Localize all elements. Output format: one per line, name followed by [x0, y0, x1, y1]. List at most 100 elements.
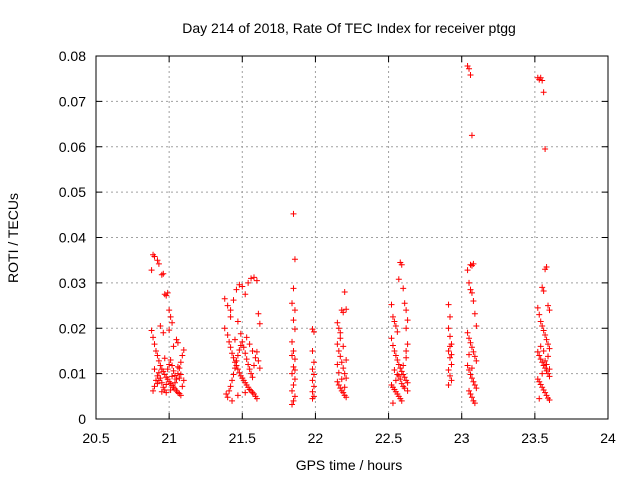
data-point — [163, 389, 170, 396]
data-point — [403, 347, 410, 354]
data-point — [289, 370, 296, 377]
data-point — [536, 395, 543, 402]
data-point — [395, 276, 402, 283]
tick-labels: 20.5 21 21.5 22 22.5 23 23.5 24 0 0.01 0.02 0.03 0.0… — [59, 48, 616, 446]
data-point — [155, 369, 162, 376]
data-point — [471, 381, 478, 388]
data-point — [335, 369, 342, 376]
data-point — [179, 352, 186, 359]
y-tick-label: 0.07 — [59, 93, 86, 109]
data-point — [536, 352, 543, 359]
y-tick-label: 0 — [78, 411, 86, 427]
data-point — [397, 365, 404, 372]
x-tick-label: 23 — [454, 430, 470, 446]
data-point — [539, 384, 546, 391]
data-point — [173, 376, 180, 383]
data-point — [388, 301, 395, 308]
data-point — [389, 400, 396, 407]
data-point — [471, 400, 478, 407]
data-point — [164, 289, 171, 296]
data-point — [401, 300, 408, 307]
data-point — [164, 376, 171, 383]
data-point — [290, 381, 297, 388]
data-point — [242, 291, 249, 298]
data-point — [243, 334, 250, 341]
data-point — [290, 347, 297, 354]
data-point — [174, 370, 181, 377]
data-point — [334, 378, 341, 385]
data-point — [230, 371, 237, 378]
data-point — [334, 341, 341, 348]
data-point — [224, 332, 231, 339]
data-point — [395, 361, 402, 368]
data-point — [289, 352, 296, 359]
data-point — [447, 343, 454, 350]
data-point — [160, 329, 167, 336]
x-tick-label: 20.5 — [82, 430, 109, 446]
data-point — [173, 336, 180, 343]
data-point — [177, 359, 184, 366]
data-point — [239, 283, 246, 290]
data-point — [537, 356, 544, 363]
data-point — [237, 330, 244, 337]
data-point — [221, 295, 228, 302]
data-point — [448, 351, 455, 358]
data-point — [245, 279, 252, 286]
data-point — [338, 359, 345, 366]
data-point — [341, 384, 348, 391]
data-point — [546, 345, 553, 352]
data-point — [231, 365, 238, 372]
data-point — [236, 369, 243, 376]
data-point — [392, 322, 399, 329]
data-point — [231, 359, 238, 366]
data-point — [388, 335, 395, 342]
data-point — [169, 362, 176, 369]
x-tick-label: 22.5 — [375, 430, 402, 446]
data-point — [151, 366, 158, 373]
data-point — [467, 391, 474, 398]
data-point — [471, 310, 478, 317]
data-point — [404, 341, 411, 348]
data-point — [250, 362, 257, 369]
data-point — [161, 291, 168, 298]
data-point — [253, 395, 260, 402]
data-point — [166, 361, 173, 368]
data-point — [234, 318, 241, 325]
data-point — [227, 383, 234, 390]
data-point — [163, 292, 170, 299]
data-point — [534, 304, 541, 311]
data-point — [290, 317, 297, 324]
data-point — [466, 387, 473, 394]
data-point — [291, 376, 298, 383]
data-point — [540, 89, 547, 96]
data-point — [170, 367, 177, 374]
data-point — [177, 371, 184, 378]
data-point — [545, 370, 552, 377]
y-tick-label: 0.02 — [59, 320, 86, 336]
data-point — [248, 275, 255, 282]
data-point — [470, 348, 477, 355]
data-point — [291, 366, 298, 373]
data-point — [248, 370, 255, 377]
data-point — [464, 62, 471, 69]
data-point — [337, 329, 344, 336]
data-point — [148, 267, 155, 274]
data-point — [240, 344, 247, 351]
data-point — [154, 380, 161, 387]
y-tick-label: 0.08 — [59, 48, 86, 64]
data-point — [166, 307, 173, 314]
data-point — [289, 387, 296, 394]
data-point — [242, 389, 249, 396]
data-point — [464, 362, 471, 369]
data-point — [256, 320, 263, 327]
data-point — [309, 388, 316, 395]
data-point — [256, 365, 263, 372]
data-point — [546, 366, 553, 373]
data-point — [466, 279, 473, 286]
data-point — [467, 72, 474, 79]
data-point — [224, 302, 231, 309]
data-point — [252, 354, 259, 361]
data-point — [470, 378, 477, 385]
data-point — [309, 326, 316, 333]
data-point — [253, 348, 260, 355]
